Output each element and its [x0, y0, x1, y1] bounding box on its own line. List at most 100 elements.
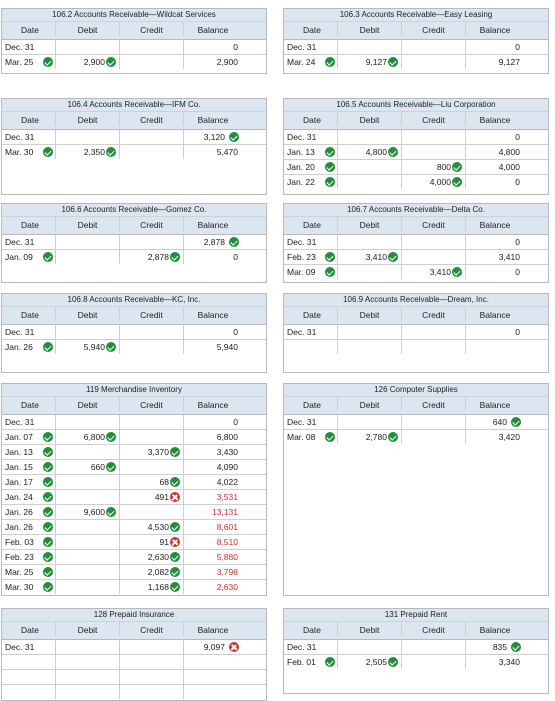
debit-cell[interactable]: [56, 250, 120, 264]
debit-cell[interactable]: [56, 685, 120, 699]
credit-cell[interactable]: [120, 670, 184, 684]
balance-cell[interactable]: 4,000: [466, 160, 524, 174]
date-cell[interactable]: Jan. 24: [2, 490, 56, 504]
balance-cell[interactable]: 6,800: [184, 430, 242, 444]
balance-cell[interactable]: [184, 655, 242, 669]
date-cell[interactable]: Dec. 31: [2, 415, 56, 429]
credit-cell[interactable]: [120, 505, 184, 519]
date-cell[interactable]: Mar. 30: [2, 580, 56, 594]
balance-cell[interactable]: 0: [184, 40, 242, 54]
credit-cell[interactable]: [120, 415, 184, 429]
date-cell[interactable]: Dec. 31: [2, 130, 56, 144]
debit-cell[interactable]: 3,410: [338, 250, 402, 264]
credit-cell[interactable]: [402, 250, 466, 264]
credit-cell[interactable]: [120, 340, 184, 354]
balance-cell[interactable]: 13,131: [184, 505, 242, 519]
balance-cell[interactable]: 0: [466, 325, 524, 339]
balance-cell[interactable]: 0: [466, 175, 524, 189]
date-cell[interactable]: [2, 670, 56, 684]
credit-cell[interactable]: 3,370: [120, 445, 184, 459]
date-cell[interactable]: Jan. 07: [2, 430, 56, 444]
debit-cell[interactable]: [56, 445, 120, 459]
debit-cell[interactable]: [338, 175, 402, 189]
debit-cell[interactable]: [56, 580, 120, 594]
debit-cell[interactable]: [338, 340, 402, 354]
credit-cell[interactable]: [402, 40, 466, 54]
balance-cell[interactable]: 3,420: [466, 430, 524, 444]
date-cell[interactable]: Dec. 31: [284, 235, 338, 249]
balance-cell[interactable]: 3,120: [184, 130, 242, 144]
debit-cell[interactable]: [56, 565, 120, 579]
date-cell[interactable]: Mar. 09: [284, 265, 338, 279]
credit-cell[interactable]: 2,878: [120, 250, 184, 264]
balance-cell[interactable]: 0: [466, 265, 524, 279]
date-cell[interactable]: Dec. 31: [2, 325, 56, 339]
balance-cell[interactable]: 835: [466, 640, 524, 654]
balance-cell[interactable]: 5,940: [184, 340, 242, 354]
date-cell[interactable]: Feb. 03: [2, 535, 56, 549]
credit-cell[interactable]: [402, 415, 466, 429]
credit-cell[interactable]: [402, 655, 466, 669]
date-cell[interactable]: Jan. 17: [2, 475, 56, 489]
date-cell[interactable]: [2, 685, 56, 699]
debit-cell[interactable]: 9,127: [338, 55, 402, 69]
date-cell[interactable]: Jan. 26: [2, 505, 56, 519]
balance-cell[interactable]: [184, 670, 242, 684]
balance-cell[interactable]: 0: [466, 40, 524, 54]
balance-cell[interactable]: [466, 340, 524, 354]
debit-cell[interactable]: 2,900: [56, 55, 120, 69]
date-cell[interactable]: Dec. 31: [2, 235, 56, 249]
credit-cell[interactable]: [120, 685, 184, 699]
balance-cell[interactable]: 2,878: [184, 235, 242, 249]
credit-cell[interactable]: 4,530: [120, 520, 184, 534]
credit-cell[interactable]: 491: [120, 490, 184, 504]
debit-cell[interactable]: [56, 130, 120, 144]
debit-cell[interactable]: [338, 235, 402, 249]
credit-cell[interactable]: [402, 430, 466, 444]
date-cell[interactable]: Mar. 30: [2, 145, 56, 159]
date-cell[interactable]: Jan. 13: [284, 145, 338, 159]
balance-cell[interactable]: 0: [184, 250, 242, 264]
credit-cell[interactable]: 1,168: [120, 580, 184, 594]
credit-cell[interactable]: 4,000: [402, 175, 466, 189]
credit-cell[interactable]: [120, 40, 184, 54]
credit-cell[interactable]: 91: [120, 535, 184, 549]
debit-cell[interactable]: 2,350: [56, 145, 120, 159]
debit-cell[interactable]: [56, 40, 120, 54]
debit-cell[interactable]: 5,940: [56, 340, 120, 354]
balance-cell[interactable]: 4,090: [184, 460, 242, 474]
balance-cell[interactable]: 5,470: [184, 145, 242, 159]
credit-cell[interactable]: [402, 340, 466, 354]
date-cell[interactable]: Feb. 23: [2, 550, 56, 564]
debit-cell[interactable]: [338, 160, 402, 174]
debit-cell[interactable]: 2,780: [338, 430, 402, 444]
credit-cell[interactable]: 2,082: [120, 565, 184, 579]
debit-cell[interactable]: [56, 670, 120, 684]
balance-cell[interactable]: 4,022: [184, 475, 242, 489]
balance-cell[interactable]: [184, 685, 242, 699]
date-cell[interactable]: Mar. 24: [284, 55, 338, 69]
debit-cell[interactable]: [56, 475, 120, 489]
credit-cell[interactable]: [120, 640, 184, 654]
date-cell[interactable]: Dec. 31: [284, 640, 338, 654]
credit-cell[interactable]: 3,410: [402, 265, 466, 279]
date-cell[interactable]: Dec. 31: [284, 40, 338, 54]
date-cell[interactable]: Feb. 23: [284, 250, 338, 264]
credit-cell[interactable]: 800: [402, 160, 466, 174]
date-cell[interactable]: Jan. 13: [2, 445, 56, 459]
debit-cell[interactable]: 4,800: [338, 145, 402, 159]
balance-cell[interactable]: 3,531: [184, 490, 242, 504]
date-cell[interactable]: Jan. 09: [2, 250, 56, 264]
credit-cell[interactable]: [120, 430, 184, 444]
credit-cell[interactable]: [120, 130, 184, 144]
date-cell[interactable]: Dec. 31: [284, 325, 338, 339]
debit-cell[interactable]: 660: [56, 460, 120, 474]
debit-cell[interactable]: [338, 265, 402, 279]
balance-cell[interactable]: 0: [184, 415, 242, 429]
debit-cell[interactable]: [56, 535, 120, 549]
debit-cell[interactable]: [56, 235, 120, 249]
credit-cell[interactable]: [402, 235, 466, 249]
debit-cell[interactable]: 6,800: [56, 430, 120, 444]
debit-cell[interactable]: [56, 415, 120, 429]
debit-cell[interactable]: [56, 490, 120, 504]
